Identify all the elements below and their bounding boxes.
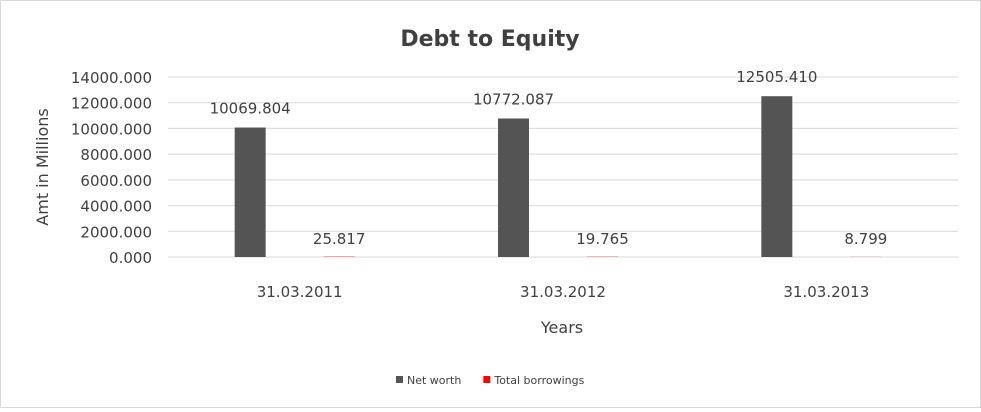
x-tick-label: 31.03.2012 [520, 283, 606, 301]
legend-label: Net worth [407, 374, 461, 387]
y-tick-label: 2000.000 [80, 223, 152, 241]
y-tick-label: 8000.000 [80, 146, 152, 164]
y-tick-label: 0.000 [109, 249, 152, 267]
y-tick-label: 10000.000 [71, 120, 152, 138]
x-tick-label: 31.03.2013 [783, 283, 869, 301]
bar-net-worth [761, 96, 792, 257]
x-axis-label: Years [540, 318, 583, 337]
data-label: 10069.804 [210, 100, 291, 118]
x-tick-label: 31.03.2011 [257, 283, 343, 301]
bar-net-worth [235, 128, 266, 257]
data-label: 12505.410 [736, 68, 817, 86]
data-label: 10772.087 [473, 91, 554, 109]
y-tick-label: 6000.000 [80, 172, 152, 190]
data-label: 8.799 [844, 230, 887, 248]
y-tick-label: 14000.000 [71, 69, 152, 87]
chart-title: Debt to Equity [400, 27, 579, 52]
data-label: 25.817 [313, 230, 366, 248]
legend-label: Total borrowings [493, 374, 584, 387]
legend-swatch [483, 376, 490, 383]
y-tick-label: 12000.000 [71, 95, 152, 113]
bar-net-worth [498, 119, 529, 257]
data-label: 19.765 [576, 230, 629, 248]
y-axis-label: Amt in Millions [33, 108, 52, 225]
legend-swatch [396, 376, 403, 383]
y-tick-label: 4000.000 [80, 198, 152, 216]
